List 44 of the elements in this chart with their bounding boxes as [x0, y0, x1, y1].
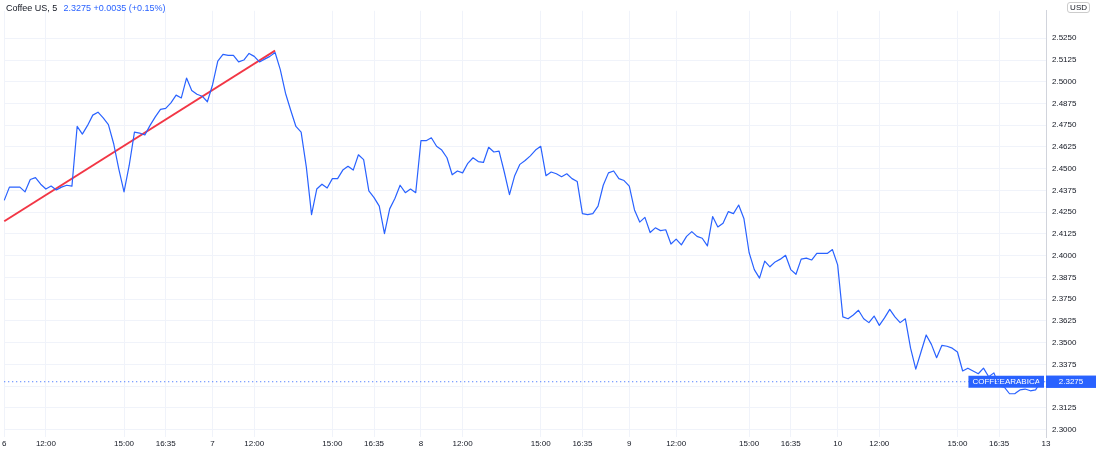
- y-tick-label: 2.3500: [1052, 337, 1078, 347]
- y-tick-label: 2.4750: [1052, 120, 1078, 130]
- x-tick-label: 15:00: [739, 439, 760, 449]
- chart-subtitle: 2.3275 +0.0035 (+0.15%): [63, 3, 166, 13]
- x-tick-label: 16:35: [989, 439, 1010, 449]
- y-tick-label: 2.5250: [1052, 33, 1078, 43]
- x-tick-label: 12:00: [244, 439, 265, 449]
- y-tick-label: 2.3875: [1052, 272, 1078, 282]
- text: 2.3275: [1058, 376, 1084, 386]
- chart-title: Coffee US, 5: [6, 3, 58, 13]
- x-tick-label: 6: [2, 439, 7, 449]
- x-tick-label: 16:35: [155, 439, 177, 449]
- y-tick-label: 2.4625: [1052, 142, 1078, 152]
- x-tick-label: 9: [627, 439, 633, 449]
- y-tick-label: 2.4375: [1052, 185, 1078, 195]
- x-tick-label: 12:00: [869, 439, 890, 449]
- y-tick-label: 2.3125: [1052, 403, 1078, 413]
- y-tick-label: 2.5000: [1052, 76, 1078, 86]
- x-tick-label: 13: [1041, 439, 1051, 449]
- y-tick-label: 2.4875: [1052, 98, 1078, 108]
- x-tick-label: 16:35: [780, 439, 802, 449]
- y-tick-label: 2.5125: [1052, 55, 1078, 65]
- y-tick-label: 2.4500: [1052, 163, 1078, 173]
- y-tick-label: 2.3000: [1052, 424, 1078, 434]
- x-tick-label: 16:35: [364, 439, 385, 449]
- y-tick-label: 2.3375: [1052, 359, 1078, 369]
- y-tick-label: 2.4125: [1052, 229, 1078, 239]
- x-tick-label: 8: [418, 439, 424, 449]
- ref-line-label: COFFEEARABICA: [972, 376, 1041, 386]
- x-tick-label: 12:00: [35, 439, 57, 449]
- y-tick-label: 2.3750: [1052, 294, 1078, 304]
- x-tick-label: 12:00: [666, 439, 687, 449]
- y-tick-label: 2.4250: [1052, 207, 1078, 217]
- x-tick-label: 12:00: [452, 439, 474, 449]
- x-tick-label: 16:35: [572, 439, 593, 449]
- y-tick-label: 2.3625: [1052, 316, 1078, 326]
- y-tick-label: 2.4000: [1052, 250, 1078, 260]
- y-axis-title: USD: [1067, 2, 1090, 13]
- x-tick-label: 15:00: [322, 439, 343, 449]
- x-tick-label: 7: [210, 439, 216, 449]
- x-tick-label: 10: [833, 439, 843, 449]
- x-tick-label: 15:00: [947, 439, 968, 449]
- x-tick-label: 15:00: [114, 439, 135, 449]
- x-tick-label: 15:00: [530, 439, 552, 449]
